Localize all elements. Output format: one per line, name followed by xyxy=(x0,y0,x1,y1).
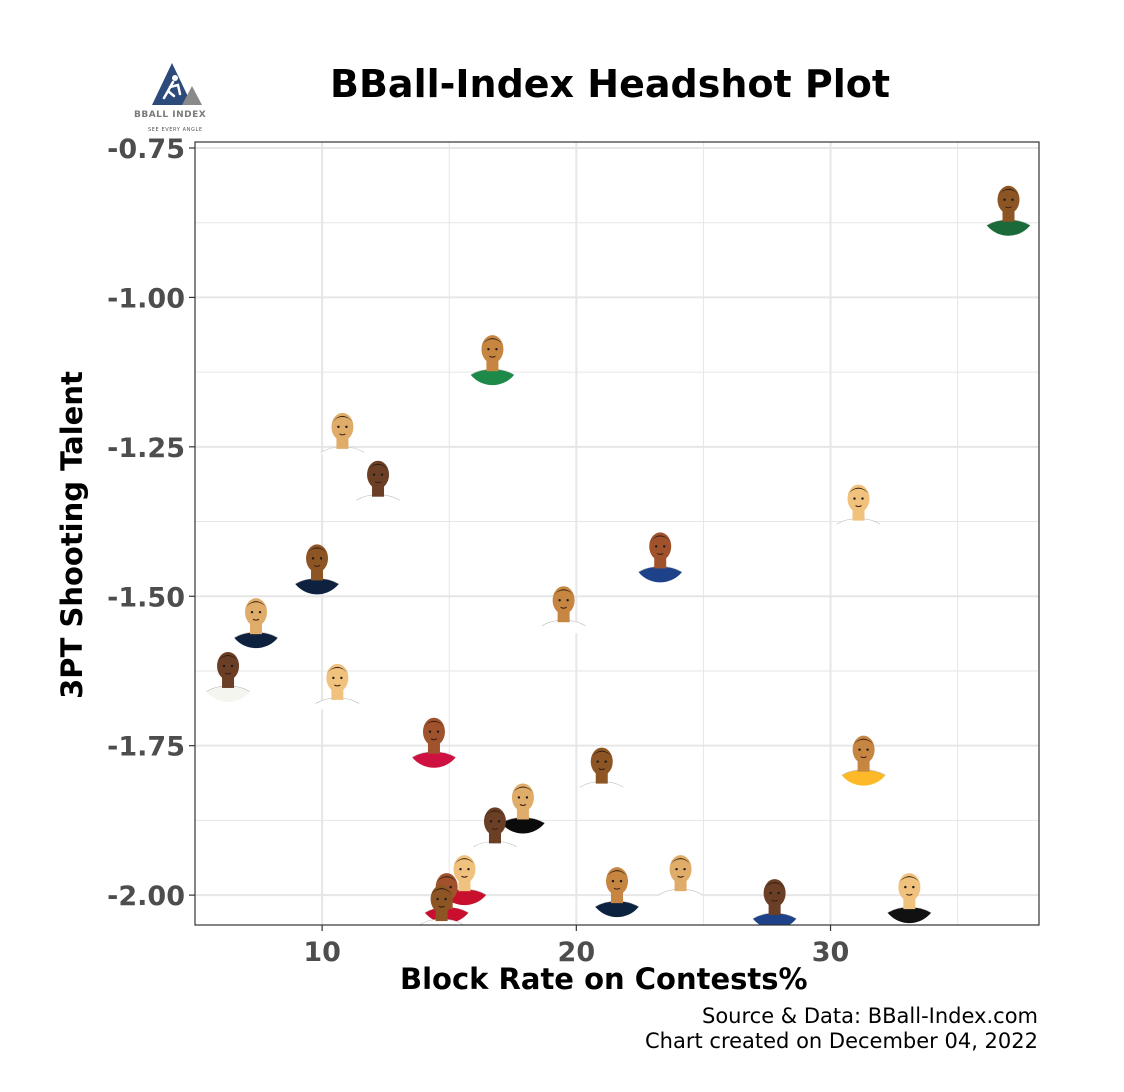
player-headshot-point xyxy=(413,885,470,925)
chart-title: BBall-Index Headshot Plot xyxy=(330,62,891,106)
logo-triangle-icon xyxy=(152,63,202,105)
player-headshot-point xyxy=(200,651,257,702)
plot-panel-background xyxy=(195,142,1039,925)
y-tick-label: -1.75 xyxy=(107,732,185,763)
x-tick-label: 20 xyxy=(558,937,596,968)
player-headshot-point xyxy=(632,532,689,583)
player-headshot-point xyxy=(464,335,521,386)
player-headshot-point xyxy=(535,586,592,637)
x-axis-label: Block Rate on Contests% xyxy=(400,962,808,996)
player-headshot-point xyxy=(466,807,523,858)
y-axis-label: 3PT Shooting Talent xyxy=(55,371,89,699)
player-headshot-point xyxy=(228,598,285,649)
player-headshot-point xyxy=(830,484,887,535)
source-caption: Source & Data: BBall-Index.com xyxy=(701,1004,1038,1028)
player-headshot-point xyxy=(494,783,551,834)
logo-tagline: SEE EVERY ANGLE xyxy=(148,127,203,133)
y-tick-label: -2.00 xyxy=(107,881,185,912)
y-tick-label: -0.75 xyxy=(107,134,185,165)
player-headshot-point xyxy=(405,717,462,768)
headshot-markers xyxy=(200,185,1037,925)
plot-panel-border xyxy=(194,141,1040,926)
player-headshot-point xyxy=(746,879,803,925)
y-axis-ticks: -0.75 -1.00 -1.25 -1.50 -1.75 -2.00 xyxy=(107,134,195,912)
x-tick-label: 30 xyxy=(812,937,850,968)
player-headshot-point xyxy=(980,185,1037,236)
y-tick-label: -1.25 xyxy=(107,433,185,464)
x-axis-ticks: 10 20 30 xyxy=(303,925,849,968)
player-headshot-point xyxy=(289,544,346,595)
player-headshot-point xyxy=(881,873,938,924)
x-tick-label: 10 xyxy=(303,937,341,968)
y-tick-label: -1.00 xyxy=(107,283,185,314)
logo-wordmark: BBALL INDEX xyxy=(134,110,207,120)
player-headshot-point xyxy=(309,663,366,714)
player-headshot-point xyxy=(652,855,709,906)
created-date-caption: Chart created on December 04, 2022 xyxy=(645,1029,1038,1053)
player-headshot-point xyxy=(835,735,892,786)
player-headshot-point xyxy=(314,412,371,463)
player-headshot-point xyxy=(350,460,407,511)
bball-index-logo xyxy=(130,58,230,138)
major-gridlines xyxy=(195,142,1039,925)
player-headshot-point xyxy=(589,867,645,918)
player-headshot-point xyxy=(573,747,630,798)
y-tick-label: -1.50 xyxy=(107,582,185,613)
